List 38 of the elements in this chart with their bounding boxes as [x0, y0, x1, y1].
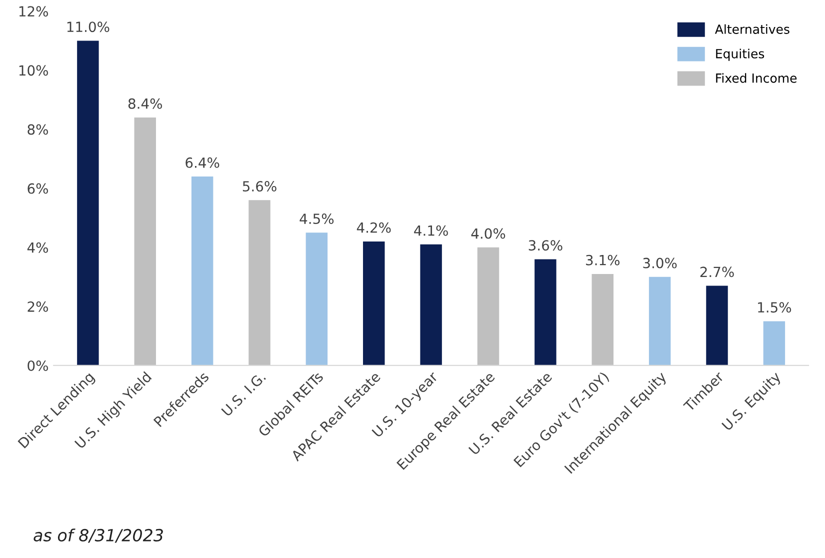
- y-tick-label: 4%: [27, 242, 48, 253]
- text: as of 8/31/2023: [34, 528, 163, 543]
- y-tick-label: 2%: [28, 301, 48, 312]
- bar: [134, 117, 156, 366]
- data-label: 2.7%: [700, 266, 734, 278]
- data-label: 3.1%: [586, 254, 620, 266]
- data-label: 4.2%: [356, 222, 391, 233]
- legend-label: Equities: [716, 48, 764, 61]
- bar: [534, 259, 556, 366]
- data-label: 6.4%: [186, 157, 220, 168]
- bar: [248, 200, 270, 366]
- x-tick-label: U.S. I.G.: [220, 372, 266, 417]
- legend-label: Fixed Income: [716, 73, 797, 83]
- bar: [592, 274, 614, 366]
- data-label: 1.5%: [758, 302, 792, 313]
- data-label: 5.6%: [242, 181, 276, 192]
- bar: [763, 321, 786, 366]
- bar: [420, 244, 442, 366]
- bar: [363, 241, 385, 366]
- legend-label: Alternatives: [714, 24, 790, 34]
- y-tick-label: 0%: [28, 360, 48, 371]
- data-label: 3.6%: [528, 240, 562, 251]
- bar: [191, 176, 214, 366]
- y-tick-label: 6%: [28, 183, 48, 194]
- bar: [77, 40, 99, 366]
- data-label: 3.0%: [643, 258, 677, 268]
- y-tick-label: 12%: [19, 6, 48, 17]
- data-label: 8.4%: [128, 98, 162, 109]
- bar: [706, 286, 728, 366]
- data-label: 4.0%: [471, 228, 506, 239]
- y-tick-label: 8%: [28, 124, 48, 135]
- data-label: 4.1%: [414, 225, 448, 236]
- bar: [648, 276, 671, 366]
- data-label: 4.5%: [300, 214, 334, 224]
- bar: [306, 232, 328, 366]
- y-tick-label: 10%: [19, 65, 48, 76]
- bar: [477, 247, 500, 366]
- data-label: 11.0%: [67, 22, 110, 32]
